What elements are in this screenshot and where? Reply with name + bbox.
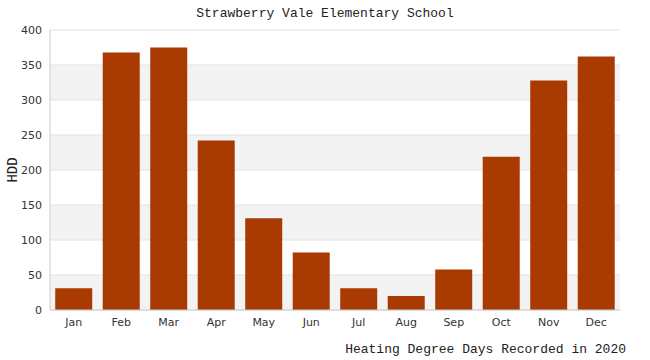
svg-text:Aug: Aug bbox=[396, 316, 417, 329]
svg-text:400: 400 bbox=[21, 24, 42, 37]
svg-text:150: 150 bbox=[21, 199, 42, 212]
svg-text:350: 350 bbox=[21, 59, 42, 72]
svg-text:May: May bbox=[252, 316, 275, 329]
html-text:Strawberry Vale Elementary Sch: Strawberry Vale Elementary School bbox=[196, 6, 454, 21]
svg-text:Jul: Jul bbox=[351, 316, 365, 329]
html-text:Heating Degree Days Recorded i: Heating Degree Days Recorded in 2020 bbox=[345, 342, 626, 357]
svg-text:Sep: Sep bbox=[443, 316, 464, 329]
svg-text:300: 300 bbox=[21, 94, 42, 107]
svg-text:Apr: Apr bbox=[207, 316, 227, 329]
svg-text:Nov: Nov bbox=[538, 316, 560, 329]
svg-text:Jan: Jan bbox=[64, 316, 82, 329]
svg-text:50: 50 bbox=[28, 269, 42, 282]
svg-text:HDD: HDD bbox=[8, 157, 21, 182]
svg-text:200: 200 bbox=[21, 164, 42, 177]
svg-text:Feb: Feb bbox=[112, 316, 131, 329]
svg-text:Oct: Oct bbox=[492, 316, 512, 329]
svg-text:Jun: Jun bbox=[302, 316, 320, 329]
svg-text:250: 250 bbox=[21, 129, 42, 142]
svg-text:0: 0 bbox=[35, 304, 42, 317]
svg-text:Mar: Mar bbox=[158, 316, 179, 329]
svg-text:100: 100 bbox=[21, 234, 42, 247]
svg-text:Dec: Dec bbox=[586, 316, 607, 329]
